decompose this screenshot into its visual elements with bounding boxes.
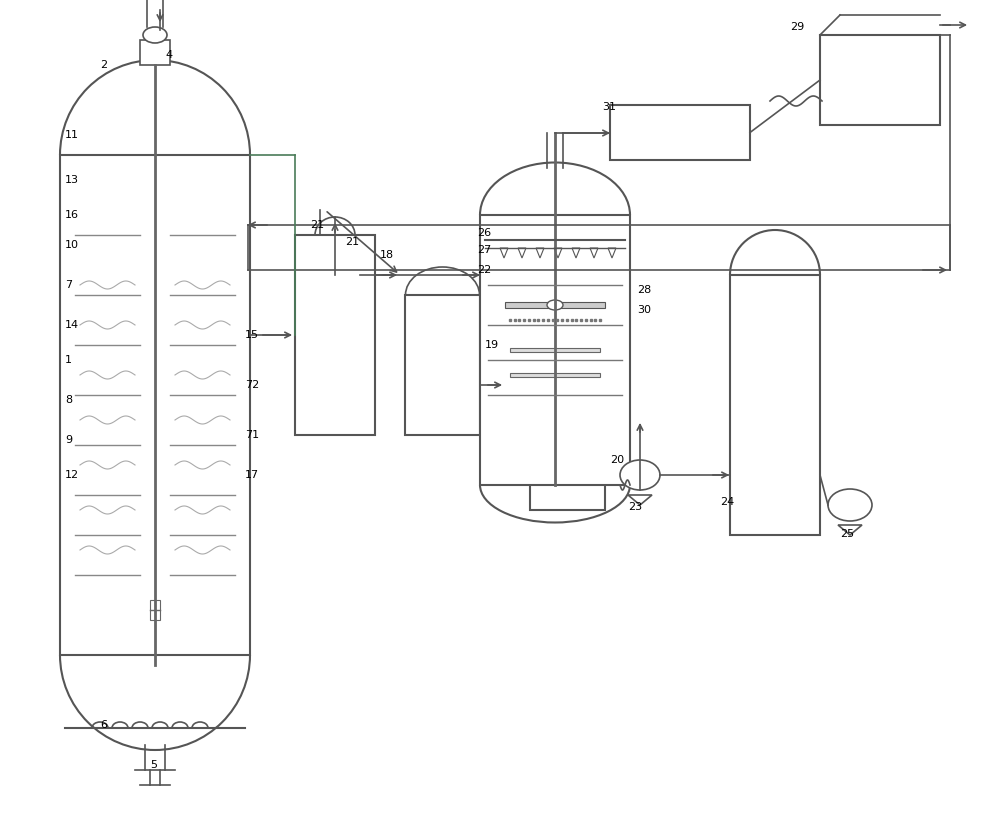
- Polygon shape: [500, 248, 508, 258]
- Text: 19: 19: [485, 340, 499, 350]
- Bar: [510, 348, 600, 352]
- Bar: [480, 215, 630, 485]
- Ellipse shape: [620, 460, 660, 490]
- Text: 18: 18: [380, 250, 394, 260]
- Bar: [610, 105, 750, 160]
- Text: 8: 8: [65, 395, 72, 405]
- Text: 27: 27: [477, 245, 491, 255]
- Bar: [295, 235, 375, 435]
- Text: 29: 29: [790, 22, 804, 32]
- Text: 28: 28: [637, 285, 651, 295]
- Text: 14: 14: [65, 320, 79, 330]
- Polygon shape: [518, 248, 526, 258]
- Text: 13: 13: [65, 175, 79, 185]
- Bar: [730, 275, 820, 535]
- Text: 11: 11: [65, 130, 79, 140]
- Text: 30: 30: [637, 305, 651, 315]
- Text: 23: 23: [628, 502, 642, 512]
- Polygon shape: [608, 248, 616, 258]
- Text: 72: 72: [245, 380, 259, 390]
- Bar: [60, 155, 250, 655]
- Text: 9: 9: [65, 435, 72, 445]
- Text: 21: 21: [345, 237, 359, 247]
- Polygon shape: [554, 248, 562, 258]
- Text: 17: 17: [245, 470, 259, 480]
- Text: 7: 7: [65, 280, 72, 290]
- Text: 4: 4: [165, 50, 172, 60]
- Text: 6: 6: [100, 720, 107, 730]
- Text: 71: 71: [245, 430, 259, 440]
- Text: 15: 15: [245, 330, 259, 340]
- Polygon shape: [536, 248, 544, 258]
- Text: 16: 16: [65, 210, 79, 220]
- Text: 31: 31: [602, 102, 616, 112]
- Text: 24: 24: [720, 497, 734, 507]
- Polygon shape: [838, 525, 862, 535]
- Bar: [505, 302, 605, 308]
- Polygon shape: [628, 495, 652, 505]
- Ellipse shape: [547, 300, 563, 310]
- Text: 1: 1: [65, 355, 72, 365]
- Bar: [405, 295, 480, 435]
- Text: 26: 26: [477, 228, 491, 238]
- Text: 12: 12: [65, 470, 79, 480]
- Ellipse shape: [143, 27, 167, 43]
- Text: 20: 20: [610, 455, 624, 465]
- Bar: [820, 35, 940, 125]
- Text: 21: 21: [310, 220, 324, 230]
- Bar: [530, 380, 605, 510]
- Bar: [140, 40, 170, 65]
- Text: 25: 25: [840, 529, 854, 539]
- Bar: [150, 600, 160, 620]
- Ellipse shape: [828, 489, 872, 521]
- Text: 10: 10: [65, 240, 79, 250]
- Text: 2: 2: [100, 60, 107, 70]
- Polygon shape: [590, 248, 598, 258]
- Text: 22: 22: [477, 265, 491, 275]
- Text: 5: 5: [150, 760, 157, 770]
- Polygon shape: [572, 248, 580, 258]
- Bar: [510, 373, 600, 377]
